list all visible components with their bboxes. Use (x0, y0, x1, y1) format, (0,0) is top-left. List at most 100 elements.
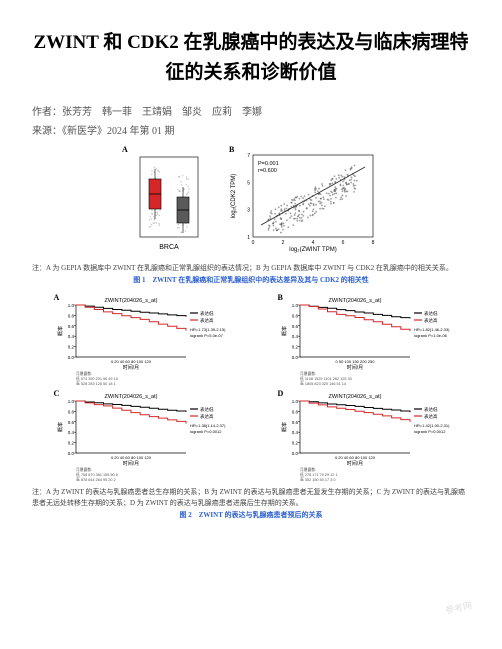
boxplot-chart: BRCA (120, 147, 215, 257)
article-title: ZWINT 和 CDK2 在乳腺癌中的表达及与临床病理特征的关系和诊断价值 (32, 28, 470, 89)
svg-text:高 352 150 50 17 3 0: 高 352 150 50 17 3 0 (300, 477, 335, 481)
svg-text:0.2: 0.2 (291, 441, 298, 446)
panel-label: D (278, 389, 284, 398)
svg-text:ZWINT(204026_s_at): ZWINT(204026_s_at) (328, 298, 381, 304)
authors-line: 作者：张芳芳 韩一菲 王靖娟 邹炎 应莉 李娜 (32, 103, 470, 118)
svg-text:0.4: 0.4 (67, 334, 74, 339)
svg-text:0.8: 0.8 (291, 410, 298, 415)
svg-text:时间/月: 时间/月 (346, 460, 362, 467)
svg-text:0: 0 (252, 240, 255, 246)
svg-text:0.6: 0.6 (291, 420, 298, 425)
svg-text:1.0: 1.0 (67, 303, 74, 308)
km-panel-b: BZWINT(204026_s_at)0.00.20.40.60.81.0表达低… (276, 295, 451, 385)
svg-text:0.0: 0.0 (291, 355, 298, 360)
fig1-caption: 注：A 为 GEPIA 数据库中 ZWINT 在乳腺癌和正常乳腺组织的表达情况；… (32, 263, 470, 274)
svg-text:表达高: 表达高 (424, 317, 438, 324)
source-line: 来源：《新医学》2024 年第 01 期 (32, 122, 470, 137)
panel-label: B (278, 293, 283, 302)
panel-label: C (54, 389, 60, 398)
km-chart: ZWINT(204026_s_at) 0.0 0.2 0.4 0.6 0.8 1.0 表达低表… (52, 295, 227, 385)
svg-text:1.0: 1.0 (67, 399, 74, 404)
fig1-panel-b: B P=0.001r=0.600log₂(ZWINT TPM)log₂(CDK2… (227, 147, 382, 257)
svg-text:HR=1.82(1.46-2.33): HR=1.82(1.46-2.33) (414, 327, 450, 332)
svg-text:月暴露数:: 月暴露数: (300, 467, 316, 472)
svg-text:表达高: 表达高 (200, 317, 214, 324)
svg-text:0.2: 0.2 (67, 441, 74, 446)
svg-text:log₂(CDK2 TPM): log₂(CDK2 TPM) (231, 174, 237, 219)
svg-text:0.8: 0.8 (67, 314, 74, 319)
svg-text:月暴露数:: 月暴露数: (76, 371, 92, 376)
svg-text:时间/月: 时间/月 (122, 460, 138, 467)
svg-text:1.0: 1.0 (291, 399, 298, 404)
svg-text:HR=1.42(1.00-2.31): HR=1.42(1.00-2.31) (414, 423, 450, 428)
fig2-title: 图 2 ZWINT 的表达与乳腺癌患者预后的关系 (32, 510, 470, 520)
figure-2: A ZWINT(204026_s_at) 0.0 0.2 0.4 0.6 0.8 1.0 表达低… (32, 295, 470, 520)
svg-text:表达高: 表达高 (200, 413, 214, 420)
panel-label-b: B (229, 145, 234, 154)
km-chart: ZWINT(204026_s_at)0.00.20.40.60.81.0表达低表… (52, 391, 227, 481)
svg-text:时间/月: 时间/月 (122, 364, 138, 371)
svg-text:1.0: 1.0 (291, 303, 298, 308)
svg-text:ZWINT(204026_s_at): ZWINT(204026_s_at) (328, 394, 381, 400)
panel-label-a: A (122, 145, 128, 154)
figure-1: A BRCA B P=0.001r=0.600log₂(ZWINT TPM)lo… (32, 147, 470, 286)
authors-label: 作者： (32, 107, 62, 118)
km-panel-a: A ZWINT(204026_s_at) 0.0 0.2 0.4 0.6 0.8 1.0 表达低… (52, 295, 227, 385)
svg-text:0.2: 0.2 (67, 345, 74, 350)
authors-value: 张芳芳 韩一菲 王靖娟 邹炎 应莉 李娜 (62, 107, 262, 118)
svg-text:0 20 40 60 80 100 120: 0 20 40 60 80 100 120 (334, 455, 375, 460)
source-value: 《新医学》2024 年第 01 期 (62, 126, 175, 137)
svg-text:ZWINT(204026_s_at): ZWINT(204026_s_at) (104, 394, 157, 400)
svg-text:2: 2 (282, 240, 285, 246)
svg-text:表达低: 表达低 (200, 310, 214, 317)
svg-text:8: 8 (372, 240, 375, 246)
fig2-caption: 注：A 为 ZWINT 的表达与乳腺癌患者总生存期的关系；B 为 ZWINT 的… (32, 487, 470, 508)
svg-text:logrank P=0.0012: logrank P=0.0012 (414, 429, 446, 434)
svg-text:7: 7 (247, 153, 250, 159)
svg-text:BRCA: BRCA (159, 244, 179, 251)
panel-label: A (54, 293, 60, 302)
svg-text:0 20 40 60 80 100 120: 0 20 40 60 80 100 120 (110, 359, 151, 364)
svg-text:时间/月: 时间/月 (346, 364, 362, 371)
source-label: 来源： (32, 126, 62, 137)
svg-text:3: 3 (247, 207, 250, 213)
svg-text:0.4: 0.4 (291, 430, 298, 435)
svg-text:log₂(ZWINT TPM): log₂(ZWINT TPM) (289, 247, 336, 253)
svg-text:低 1108 1529 1101 262 125 33: 低 1108 1529 1101 262 125 33 (300, 376, 352, 381)
svg-text:概率: 概率 (57, 326, 64, 336)
svg-text:HR=1.38(1.14-2.37): HR=1.38(1.14-2.37) (190, 423, 226, 428)
svg-text:概率: 概率 (57, 422, 64, 432)
svg-text:低 708 670 381 155 50 9: 低 708 670 381 155 50 9 (76, 472, 118, 477)
svg-text:0.4: 0.4 (67, 430, 74, 435)
svg-text:logrank P=5.0e-07: logrank P=5.0e-07 (190, 333, 224, 338)
svg-text:概率: 概率 (281, 326, 288, 336)
km-panel-d: DZWINT(204026_s_at)0.00.20.40.60.81.0表达低… (276, 391, 451, 481)
svg-text:表达低: 表达低 (424, 406, 438, 413)
svg-text:HR=1.73(1.39-2.15): HR=1.73(1.39-2.15) (190, 327, 226, 332)
svg-text:0.8: 0.8 (291, 314, 298, 319)
svg-text:0.2: 0.2 (291, 345, 298, 350)
fig1-title: 图 1 ZWINT 在乳腺癌和正常乳腺组织中的表达差异及其与 CDK2 的相关性 (32, 275, 470, 285)
svg-text:月暴露数:: 月暴露数: (300, 371, 316, 376)
scatter-chart: P=0.001r=0.600log₂(ZWINT TPM)log₂(CDK2 T… (227, 147, 382, 257)
svg-text:0.6: 0.6 (291, 324, 298, 329)
svg-text:0.4: 0.4 (291, 334, 298, 339)
svg-text:低 574 390 201 96 49 19: 低 574 390 201 96 49 19 (76, 376, 118, 381)
svg-text:logrank P=1.0e-06: logrank P=1.0e-06 (414, 333, 448, 338)
svg-text:0.0: 0.0 (67, 451, 74, 456)
km-chart: ZWINT(204026_s_at)0.00.20.40.60.81.0表达低表… (276, 295, 451, 385)
svg-text:0.6: 0.6 (67, 324, 74, 329)
svg-text:高 878 644 264 95 20 2: 高 878 644 264 95 20 2 (76, 477, 116, 481)
svg-text:6: 6 (342, 240, 345, 246)
svg-text:0.8: 0.8 (67, 410, 74, 415)
svg-text:表达高: 表达高 (424, 413, 438, 420)
svg-text:P=0.001: P=0.001 (258, 161, 279, 167)
km-chart: ZWINT(204026_s_at)0.00.20.40.60.81.0表达低表… (276, 391, 451, 481)
watermark: 参考网 (444, 598, 473, 616)
km-panel-c: CZWINT(204026_s_at)0.00.20.40.60.81.0表达低… (52, 391, 227, 481)
svg-text:0.0: 0.0 (67, 355, 74, 360)
svg-text:0 20 40 60 80 100 120: 0 20 40 60 80 100 120 (110, 455, 151, 460)
svg-text:logrank P=0.0012: logrank P=0.0012 (190, 429, 222, 434)
svg-text:ZWINT(204026_s_at): ZWINT(204026_s_at) (104, 298, 157, 304)
svg-text:月暴露数:: 月暴露数: (76, 467, 92, 472)
